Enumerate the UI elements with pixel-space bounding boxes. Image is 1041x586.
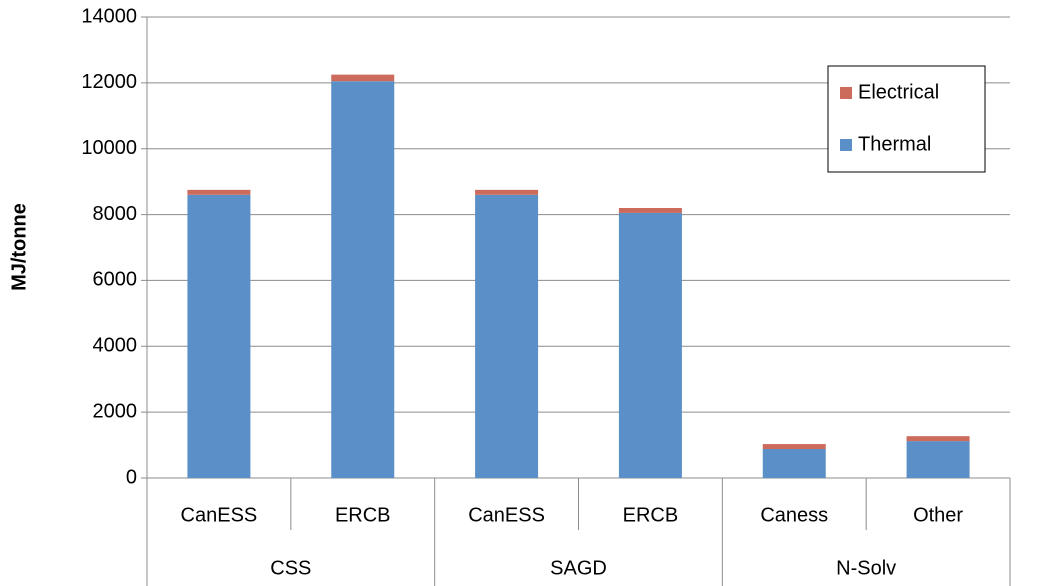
y-axis-label: MJ/tonne (8, 203, 30, 291)
x-tick-label: CanESS (181, 504, 258, 526)
legend-label: Electrical (858, 81, 939, 103)
y-tick-label: 6000 (93, 269, 138, 291)
group-label: SAGD (550, 557, 607, 579)
x-tick-label: Caness (760, 504, 828, 526)
x-tick-label: ERCB (623, 504, 679, 526)
legend-label: Thermal (858, 133, 931, 155)
bar-segment (762, 444, 826, 450)
y-tick-label: 10000 (81, 137, 137, 159)
y-tick-label: 14000 (81, 5, 137, 27)
y-tick-label: 8000 (93, 203, 138, 225)
bar-segment (618, 212, 682, 479)
legend-swatch (840, 139, 852, 151)
x-tick-label: ERCB (335, 504, 391, 526)
y-tick-label: 0 (126, 466, 137, 488)
bar-segment (187, 189, 251, 195)
bar-segment (762, 449, 826, 478)
bar-segment (906, 441, 970, 478)
bar-segment (475, 189, 539, 195)
bar-segment (187, 194, 251, 479)
bar-segment (906, 436, 970, 442)
group-label: N-Solv (836, 557, 896, 579)
y-tick-label: 12000 (81, 71, 137, 93)
group-label: CSS (270, 557, 311, 579)
legend-box (827, 65, 986, 173)
bar-segment (331, 81, 395, 478)
bar-segment (331, 74, 395, 82)
y-tick-label: 2000 (93, 400, 138, 422)
x-tick-label: CanESS (468, 504, 545, 526)
bar-segment (618, 207, 682, 213)
legend-swatch (840, 87, 852, 99)
bar-segment (475, 194, 539, 479)
y-tick-label: 4000 (93, 335, 138, 357)
x-tick-label: Other (913, 504, 963, 526)
